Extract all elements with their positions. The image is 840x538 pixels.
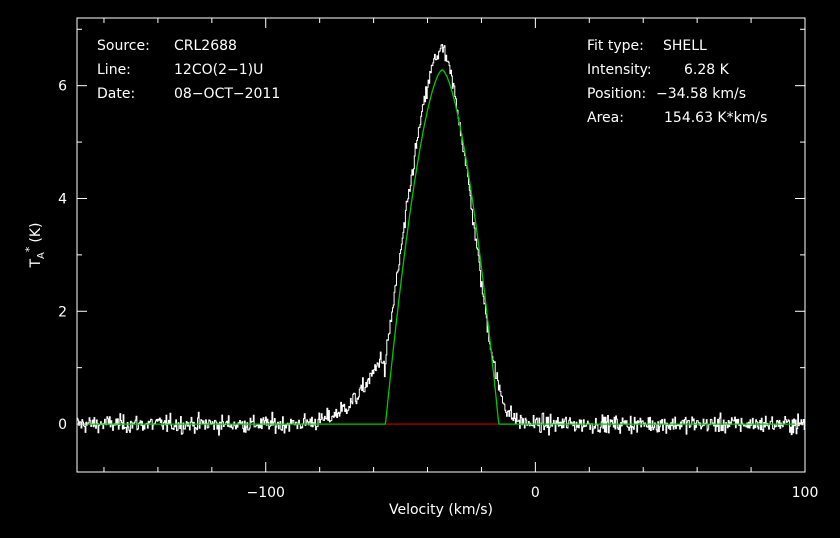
svg-text:TA*(K): TA* (K) [23,222,47,268]
source-value: CRL2688 [174,38,237,54]
y-axis-label-superscript: * [23,246,36,252]
area-value: 154.63 K*km/s [664,110,767,126]
date-value: 08−OCT−2011 [174,86,280,102]
y-tick-label: 0 [58,417,67,433]
intensity-label: Intensity: [587,62,652,78]
area-label: Area: [587,110,624,126]
y-axis-label-subscript: A [36,252,47,259]
spectrum-series [77,44,805,436]
info-left: Source: CRL2688 Line: 12CO(2−1)U Date: 0… [97,38,280,102]
x-tick-label: 100 [792,485,819,501]
info-right: Fit type: SHELL Intensity: 6.28 K Positi… [587,38,767,126]
x-tick-label: 0 [531,485,540,501]
fit-type-label: Fit type: [587,38,644,54]
position-value: −34.58 km/s [656,86,746,102]
position-label: Position: [587,86,646,102]
axis-ticks: −100 0 100 0 2 4 6 [58,18,818,501]
fit-curve [77,69,805,425]
y-tick-label: 2 [58,304,67,320]
plot-frame [76,17,806,473]
line-label: Line: [97,62,131,78]
date-label: Date: [97,86,135,102]
line-value: 12CO(2−1)U [174,62,263,78]
y-axis-label-unit: (K) [28,222,44,242]
x-tick-label: −100 [247,485,285,501]
fit-type-value: SHELL [663,38,707,54]
y-tick-label: 6 [58,79,67,95]
y-tick-label: 4 [58,191,67,207]
y-axis-label: TA* (K) [23,222,47,268]
intensity-value: 6.28 K [684,62,730,78]
y-axis-label-main: T [28,259,44,269]
source-label: Source: [97,38,150,54]
x-axis-label: Velocity (km/s) [389,502,493,518]
plot-marks [77,44,805,436]
